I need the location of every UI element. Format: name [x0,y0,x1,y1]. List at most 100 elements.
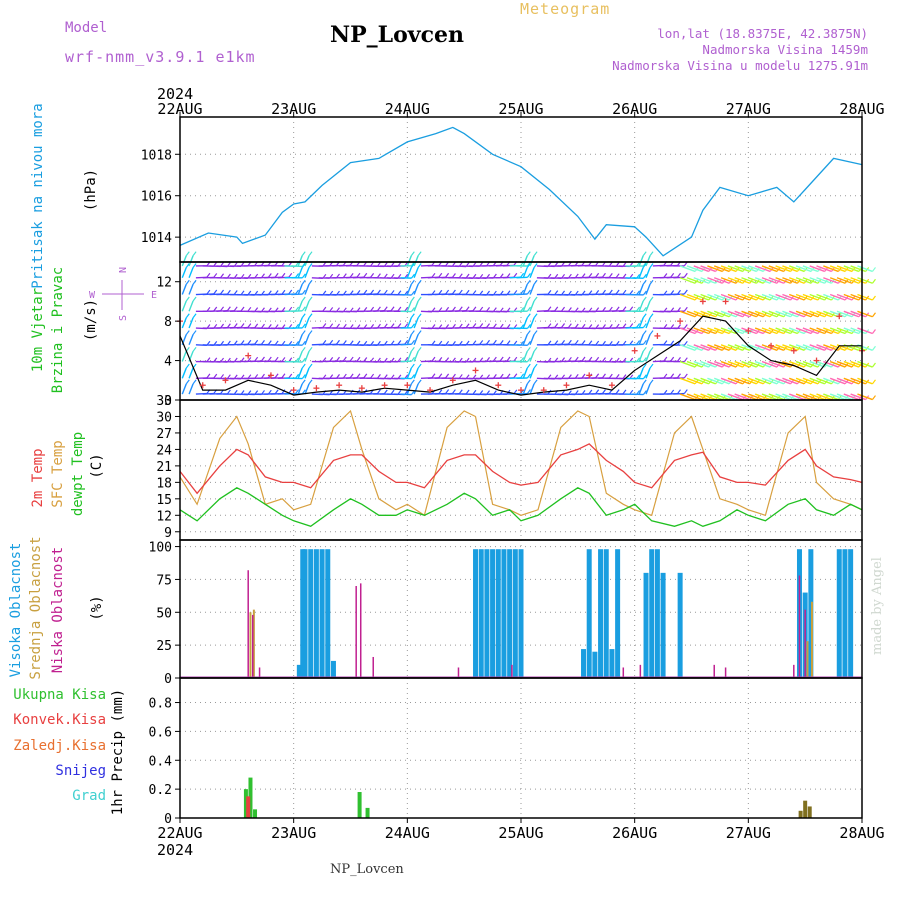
wind-barb [638,317,644,329]
wind-barb [188,367,194,379]
wind-barb-flag [431,340,436,346]
wind-barb [297,383,303,395]
wind-barb-flag [601,357,606,362]
wind-barb [748,277,764,284]
wind-barb-flag [642,346,647,352]
wind-barb [188,334,194,346]
wind-barb [761,344,778,351]
wind-barb [638,334,644,346]
wind-barb [181,267,187,279]
wind-barb-flag [301,346,306,352]
wind-barb-flag [649,379,654,385]
wind-barb-flag [260,340,265,345]
wind-barb-flag [642,279,647,285]
wind-barb-flag [417,263,422,268]
wind-barb [713,293,730,301]
wind-barb [693,327,710,335]
wind-barb [707,377,723,385]
wind-barb-flag [465,323,470,329]
wind-barb [679,393,696,401]
y-tick-label: 0.8 [149,697,172,712]
wind-barb-flag [636,323,641,328]
wind-barb-flag [281,373,286,379]
high-cloud-bar [836,549,842,678]
wind-barb-flag [451,306,456,312]
wind-barb-flag [336,323,340,329]
wind-barb-flag [595,389,600,395]
wind-barb-flag [206,373,211,379]
wind-barb [713,327,730,335]
wind-barb-flag [356,373,361,379]
high-cloud-bar [848,549,854,678]
wind-barb-flag [431,373,436,379]
wind-barb-flag [254,323,259,329]
wind-barb-flag [445,272,450,278]
wind-barb [843,393,860,401]
wind-barb [406,351,412,362]
cloud-panel-label-2: Srednja Oblacnost [28,536,44,679]
low-cloud-bar [247,570,249,678]
wind-barb-flag [213,373,218,379]
precip-total-bar [253,809,258,818]
wind-barb-flag [397,340,402,345]
mid-cloud-bar [252,609,255,678]
wind-barb-flag [438,356,443,362]
wind-barb-flag [622,323,627,329]
wind-barb [522,255,528,267]
wind-barb [782,265,798,273]
wind-barb-flag [465,289,470,295]
low-cloud-bar [622,667,625,678]
wind-barb [707,344,723,351]
wind-barb-flag [411,290,415,296]
wind-barb [741,360,757,368]
wind-barb [829,393,846,401]
wind-barb [413,367,419,379]
wind-barb [181,255,187,267]
wind-barb-flag [642,357,647,362]
wind-barb [754,377,771,385]
wind-barb [734,393,750,401]
low-cloud-bar [798,575,801,678]
wind-barb [727,344,744,351]
wind-barb-flag [411,323,415,329]
wind-barb [632,277,644,279]
wind-barb-flag [301,330,306,335]
wind-barb [809,277,825,284]
wind-barb-flag [642,273,647,279]
wind-barb [761,327,778,335]
wind-barb [522,383,528,395]
wind-barb [795,344,812,351]
wind-barb-flag [288,289,293,295]
x-tick-label-bottom: 24AUG [385,824,430,842]
wind-barb [795,265,812,273]
wind-barb [734,344,750,351]
wind-barb [748,310,764,318]
wind-barb-flag [608,373,613,379]
wind-barb-flag [533,330,538,335]
wind-barb [789,293,805,301]
wind-barb-flag [520,373,525,379]
wind-barb-flag [649,279,654,285]
wind-barb [782,327,798,335]
wind-barb [516,293,528,296]
wind-barb-flag [301,279,306,285]
wind-barb-flag [322,323,327,328]
wind-barb-flag [642,339,647,345]
wind-barb-flag [533,313,538,319]
wind-barb [734,310,750,318]
wind-barb-flag [581,373,586,379]
wind-barb [816,360,832,368]
wind-barb-flag [595,356,600,362]
wind-barb [802,277,819,284]
wind-barb [700,360,716,368]
wind-barb-flag [601,373,606,379]
wind-barb-flag [349,373,354,379]
wind-barb-flag [220,289,225,295]
wind-barb-flag [533,296,538,302]
wind-barb-flag [370,373,375,379]
wind-barb-flag [547,323,552,328]
wind-barb-flag [683,357,688,363]
wind-barb-flag [561,323,566,328]
wind-barb-flag [479,323,484,328]
wind-barb [748,360,764,368]
